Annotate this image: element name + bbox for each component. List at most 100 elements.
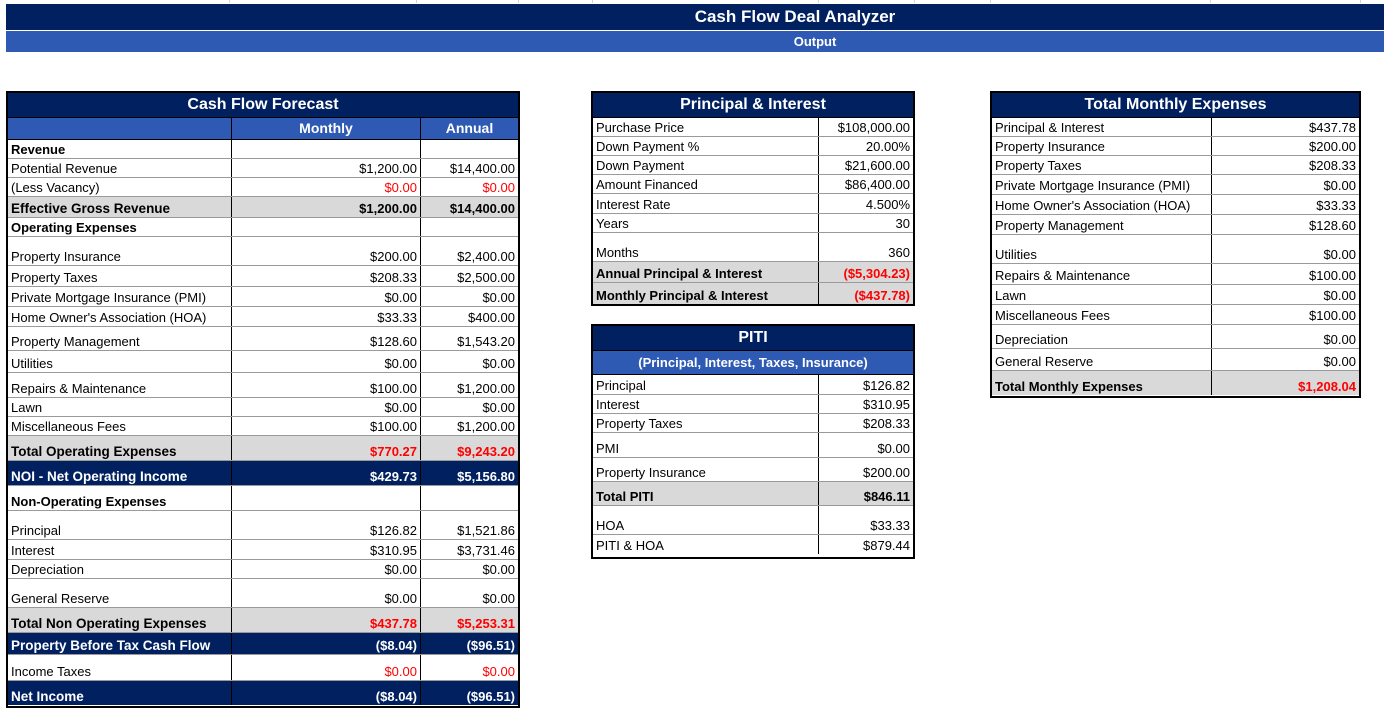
annual-value[interactable]: $3,731.46 [420,540,518,559]
monthly-value[interactable]: ($8.04) [231,681,420,705]
row-label[interactable]: General Reserve [11,591,110,606]
row-value[interactable]: $0.00 [1211,285,1359,304]
annual-value[interactable]: $14,400.00 [420,159,518,177]
row-label[interactable]: PITI & HOA [596,538,664,553]
monthly-value[interactable]: $33.33 [231,307,420,326]
row-value[interactable]: $310.95 [817,395,913,413]
annual-value[interactable] [420,218,518,236]
row-label[interactable]: Property Insurance [995,139,1105,154]
row-value[interactable]: $128.60 [1211,215,1359,234]
monthly-value[interactable]: $200.00 [231,237,420,265]
row-label[interactable]: Purchase Price [596,120,685,135]
row-label[interactable]: Total Operating Expenses [11,444,177,459]
row-label[interactable]: Home Owner's Association (HOA) [995,198,1191,213]
row-value[interactable]: ($5,304.23) [817,262,913,282]
row-label[interactable]: Repairs & Maintenance [995,268,1131,283]
row-value[interactable]: $437.78 [1211,118,1359,136]
annual-value[interactable]: $1,521.86 [420,511,518,539]
row-label[interactable]: General Reserve [995,354,1094,369]
row-value[interactable]: ($437.78) [817,283,913,304]
row-label[interactable]: Principal [596,378,646,393]
row-label[interactable]: Property Management [11,334,140,349]
row-value[interactable]: $0.00 [1211,325,1359,348]
row-label[interactable]: Total PITI [596,489,654,504]
monthly-value[interactable] [231,140,420,158]
row-label[interactable]: Revenue [11,142,66,157]
annual-value[interactable] [420,486,518,510]
row-value[interactable]: $126.82 [817,375,913,394]
row-label[interactable]: Non-Operating Expenses [11,494,167,509]
row-label[interactable]: Property Insurance [596,465,706,480]
monthly-value[interactable]: $0.00 [231,398,420,416]
row-label[interactable]: Private Mortgage Insurance (PMI) [11,290,207,305]
row-label[interactable]: Property Taxes [995,158,1082,173]
annual-value[interactable] [420,140,518,158]
row-label[interactable]: Depreciation [11,562,84,577]
row-label[interactable]: Down Payment % [596,139,700,154]
row-label[interactable]: Private Mortgage Insurance (PMI) [995,178,1191,193]
annual-value[interactable]: $0.00 [420,351,518,372]
row-value[interactable]: $879.44 [817,535,913,554]
row-value[interactable]: $846.11 [817,482,913,505]
monthly-value[interactable]: $0.00 [231,655,420,680]
row-value[interactable]: $0.00 [1211,349,1359,370]
annual-value[interactable]: $14,400.00 [420,197,518,217]
annual-value[interactable]: $0.00 [420,579,518,607]
row-value[interactable]: $1,208.04 [1211,371,1359,395]
row-label[interactable]: Utilities [11,356,53,371]
row-label[interactable]: Home Owner's Association (HOA) [11,310,207,325]
row-value[interactable]: 4.500% [817,194,913,213]
row-label[interactable]: Property Management [995,218,1124,233]
row-label[interactable]: Income Taxes [11,664,91,679]
row-value[interactable]: $21,600.00 [817,156,913,174]
annual-value[interactable]: $2,400.00 [420,237,518,265]
row-value[interactable]: $200.00 [1211,137,1359,155]
annual-value[interactable]: $0.00 [420,655,518,680]
row-value[interactable]: $86,400.00 [817,175,913,193]
monthly-value[interactable]: $126.82 [231,511,420,539]
row-label[interactable]: Months [596,245,639,260]
monthly-value[interactable] [231,218,420,236]
row-label[interactable]: PMI [596,441,620,456]
row-label[interactable]: Interest Rate [596,197,671,212]
monthly-value[interactable]: ($8.04) [231,633,420,654]
annual-value[interactable]: $0.00 [420,287,518,306]
row-label[interactable]: Years [596,216,629,231]
row-label[interactable]: Total Non Operating Expenses [11,616,207,631]
monthly-value[interactable]: $0.00 [231,579,420,607]
row-value[interactable]: $100.00 [1211,264,1359,284]
annual-value[interactable]: $2,500.00 [420,266,518,286]
annual-value[interactable]: $0.00 [420,178,518,196]
monthly-value[interactable]: $0.00 [231,287,420,306]
row-label[interactable]: Repairs & Maintenance [11,381,147,396]
monthly-value[interactable]: $1,200.00 [231,197,420,217]
row-label[interactable]: Lawn [11,400,43,415]
monthly-value[interactable]: $128.60 [231,327,420,350]
row-value[interactable]: $0.00 [817,433,913,457]
row-value[interactable]: $208.33 [817,414,913,432]
row-value[interactable]: $100.00 [1211,305,1359,324]
row-label[interactable]: Annual Principal & Interest [596,266,763,281]
annual-value[interactable]: $5,156.80 [420,461,518,485]
annual-value[interactable]: $0.00 [420,560,518,578]
row-label[interactable]: Miscellaneous Fees [11,419,126,434]
row-value[interactable]: 30 [817,214,913,232]
annual-value[interactable]: $5,253.31 [420,608,518,632]
row-value[interactable]: $33.33 [817,506,913,534]
row-label[interactable]: Net Income [11,689,84,704]
row-label[interactable]: Property Before Tax Cash Flow [11,638,211,653]
row-label[interactable]: Operating Expenses [11,220,137,235]
monthly-value[interactable]: $0.00 [231,351,420,372]
row-label[interactable]: Principal [11,523,61,538]
annual-value[interactable]: $400.00 [420,307,518,326]
row-label[interactable]: NOI - Net Operating Income [11,469,188,484]
row-value[interactable]: 360 [817,233,913,261]
row-label[interactable]: Effective Gross Revenue [11,201,171,216]
annual-value[interactable]: $0.00 [420,398,518,416]
row-label[interactable]: Down Payment [596,158,685,173]
row-label[interactable]: HOA [596,518,625,533]
monthly-value[interactable]: $310.95 [231,540,420,559]
monthly-value[interactable]: $1,200.00 [231,159,420,177]
monthly-value[interactable]: $0.00 [231,178,420,196]
annual-value[interactable]: $1,543.20 [420,327,518,350]
